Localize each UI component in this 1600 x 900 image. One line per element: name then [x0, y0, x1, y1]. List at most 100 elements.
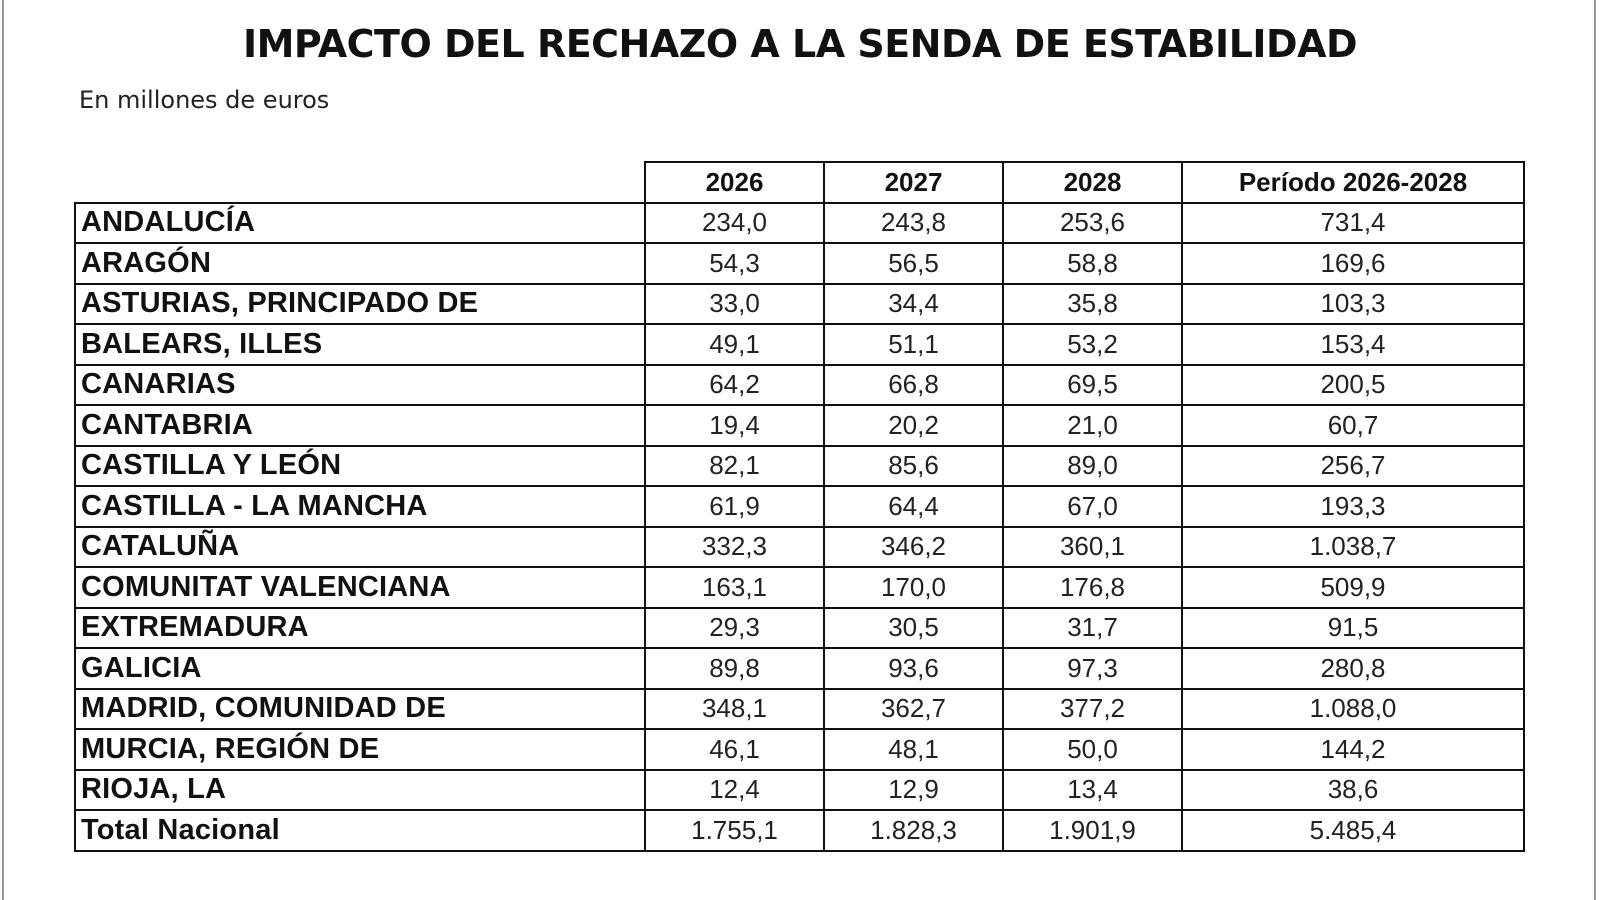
value-cell: 1.088,0	[1181, 687, 1525, 730]
header-blank-cell	[75, 162, 646, 204]
value-cell: 93,6	[823, 647, 1004, 690]
header-row: 2026 2027 2028 Período 2026-2028	[75, 161, 1525, 204]
value-cell: 35,8	[1002, 282, 1183, 325]
table-row: ASTURIAS, PRINCIPADO DE 33,0 34,4 35,8 103,3	[74, 282, 1525, 325]
value-cell: 332,3	[644, 525, 825, 568]
value-cell: 66,8	[823, 363, 1004, 406]
row-label: MADRID, COMUNIDAD DE	[74, 687, 646, 730]
table-row: ARAGÓN 54,3 56,5 58,8 169,6	[74, 242, 1525, 285]
table-row: BALEARS, ILLES 49,1 51,1 53,2 153,4	[74, 323, 1525, 366]
table-row: CASTILLA Y LEÓN 82,1 85,6 89,0 256,7	[74, 444, 1525, 487]
row-label: COMUNITAT VALENCIANA	[74, 566, 646, 609]
value-cell: 30,5	[823, 606, 1004, 649]
value-cell: 169,6	[1181, 242, 1525, 285]
value-cell: 20,2	[823, 404, 1004, 447]
value-cell: 97,3	[1002, 647, 1183, 690]
row-label: CASTILLA Y LEÓN	[74, 444, 646, 487]
value-cell: 13,4	[1002, 768, 1183, 811]
row-label: GALICIA	[74, 647, 646, 690]
value-cell: 509,9	[1181, 566, 1525, 609]
value-cell: 176,8	[1002, 566, 1183, 609]
value-cell: 33,0	[644, 282, 825, 325]
row-label: CATALUÑA	[74, 525, 646, 568]
value-cell: 82,1	[644, 444, 825, 487]
value-cell: 103,3	[1181, 282, 1525, 325]
value-cell: 67,0	[1002, 485, 1183, 528]
value-cell: 5.485,4	[1181, 809, 1525, 852]
row-label: MURCIA, REGIÓN DE	[74, 728, 646, 771]
table-row: ANDALUCÍA 234,0 243,8 253,6 731,4	[74, 201, 1525, 244]
value-cell: 89,8	[644, 647, 825, 690]
value-cell: 1.755,1	[644, 809, 825, 852]
table-row: CASTILLA - LA MANCHA 61,9 64,4 67,0 193,3	[74, 485, 1525, 528]
table-row: GALICIA 89,8 93,6 97,3 280,8	[74, 647, 1525, 690]
value-cell: 60,7	[1181, 404, 1525, 447]
row-label: CANARIAS	[74, 363, 646, 406]
row-label: ASTURIAS, PRINCIPADO DE	[74, 282, 646, 325]
value-cell: 29,3	[644, 606, 825, 649]
value-cell: 193,3	[1181, 485, 1525, 528]
value-cell: 19,4	[644, 404, 825, 447]
value-cell: 348,1	[644, 687, 825, 730]
row-label: CASTILLA - LA MANCHA	[74, 485, 646, 528]
value-cell: 50,0	[1002, 728, 1183, 771]
value-cell: 64,4	[823, 485, 1004, 528]
value-cell: 69,5	[1002, 363, 1183, 406]
value-cell: 61,9	[644, 485, 825, 528]
value-cell: 46,1	[644, 728, 825, 771]
table-row: CANTABRIA 19,4 20,2 21,0 60,7	[74, 404, 1525, 447]
value-cell: 731,4	[1181, 201, 1525, 244]
table-row: CANARIAS 64,2 66,8 69,5 200,5	[74, 363, 1525, 406]
value-cell: 38,6	[1181, 768, 1525, 811]
value-cell: 163,1	[644, 566, 825, 609]
value-cell: 85,6	[823, 444, 1004, 487]
table-row: MADRID, COMUNIDAD DE 348,1 362,7 377,2 1.088…	[74, 687, 1525, 730]
table-row: CATALUÑA 332,3 346,2 360,1 1.038,7	[74, 525, 1525, 568]
table-row: MURCIA, REGIÓN DE 46,1 48,1 50,0 144,2	[74, 728, 1525, 771]
total-row: Total Nacional 1.755,1 1.828,3 1.901,9 5.485…	[74, 809, 1525, 852]
value-cell: 12,4	[644, 768, 825, 811]
row-label: EXTREMADURA	[74, 606, 646, 649]
value-cell: 346,2	[823, 525, 1004, 568]
value-cell: 243,8	[823, 201, 1004, 244]
value-cell: 153,4	[1181, 323, 1525, 366]
value-cell: 200,5	[1181, 363, 1525, 406]
column-header: 2026	[644, 161, 825, 204]
table-row: EXTREMADURA 29,3 30,5 31,7 91,5	[74, 606, 1525, 649]
row-label: CANTABRIA	[74, 404, 646, 447]
page-subtitle: En millones de euros	[79, 86, 330, 114]
value-cell: 234,0	[644, 201, 825, 244]
row-label: BALEARS, ILLES	[74, 323, 646, 366]
row-label: Total Nacional	[74, 809, 646, 852]
value-cell: 12,9	[823, 768, 1004, 811]
table-row: RIOJA, LA 12,4 12,9 13,4 38,6	[74, 768, 1525, 811]
page-title: IMPACTO DEL RECHAZO A LA SENDA DE ESTABI…	[242, 22, 1358, 66]
value-cell: 280,8	[1181, 647, 1525, 690]
value-cell: 34,4	[823, 282, 1004, 325]
value-cell: 1.828,3	[823, 809, 1004, 852]
data-table: 2026 2027 2028 Período 2026-2028 ANDALUC…	[74, 161, 1525, 852]
value-cell: 1.901,9	[1002, 809, 1183, 852]
value-cell: 144,2	[1181, 728, 1525, 771]
column-header: 2027	[823, 161, 1004, 204]
column-header: Período 2026-2028	[1181, 161, 1525, 204]
row-label: RIOJA, LA	[74, 768, 646, 811]
value-cell: 21,0	[1002, 404, 1183, 447]
value-cell: 362,7	[823, 687, 1004, 730]
value-cell: 360,1	[1002, 525, 1183, 568]
table-row: COMUNITAT VALENCIANA 163,1 170,0 176,8 509,9	[74, 566, 1525, 609]
value-cell: 31,7	[1002, 606, 1183, 649]
value-cell: 51,1	[823, 323, 1004, 366]
value-cell: 54,3	[644, 242, 825, 285]
value-cell: 64,2	[644, 363, 825, 406]
value-cell: 377,2	[1002, 687, 1183, 730]
value-cell: 1.038,7	[1181, 525, 1525, 568]
row-label: ARAGÓN	[74, 242, 646, 285]
value-cell: 58,8	[1002, 242, 1183, 285]
value-cell: 53,2	[1002, 323, 1183, 366]
value-cell: 56,5	[823, 242, 1004, 285]
value-cell: 91,5	[1181, 606, 1525, 649]
value-cell: 170,0	[823, 566, 1004, 609]
column-header: 2028	[1002, 161, 1183, 204]
